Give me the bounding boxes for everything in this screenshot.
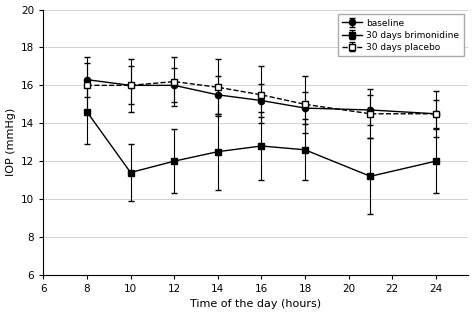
Y-axis label: IOP (mmHg): IOP (mmHg) — [6, 108, 16, 176]
Legend: baseline, 30 days brimonidine, 30 days placebo: baseline, 30 days brimonidine, 30 days p… — [337, 14, 464, 56]
X-axis label: Time of the day (hours): Time of the day (hours) — [191, 300, 321, 309]
